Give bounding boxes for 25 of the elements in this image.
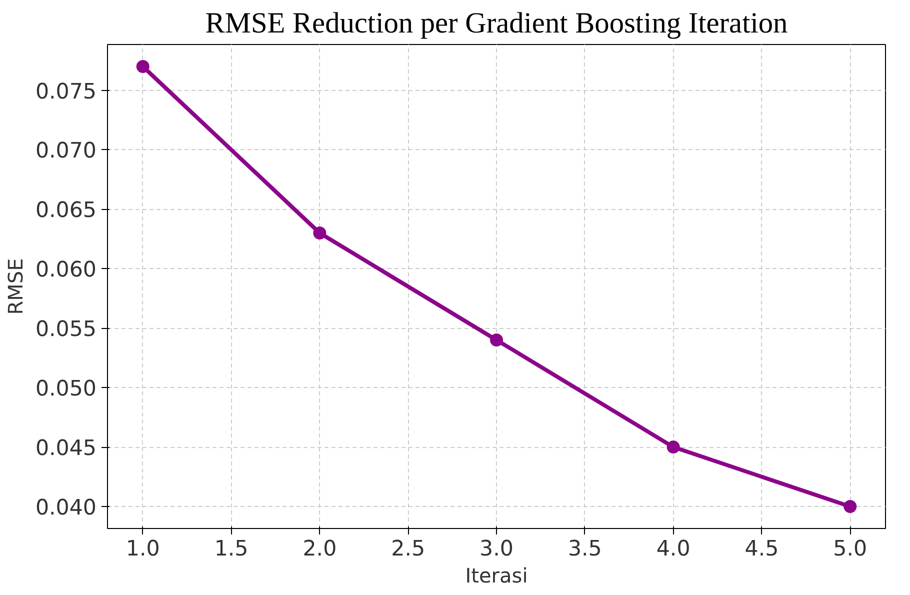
point: [490, 334, 503, 346]
x-tick-label: 3.0: [480, 536, 514, 562]
x-tick-label: 3.5: [568, 536, 602, 562]
x-tick-label: 4.0: [656, 536, 690, 562]
x-tick-label: 1.5: [214, 536, 248, 562]
x-axis-title: Iterasi: [465, 564, 528, 588]
point: [666, 440, 680, 454]
x-tick-label: 5.0: [833, 536, 868, 562]
point: [844, 500, 857, 513]
y-tick-label: 0.045: [35, 436, 97, 462]
y-tick-label: 0.040: [35, 496, 97, 520]
x-tick-label: 2.5: [391, 536, 426, 562]
point: [313, 226, 326, 240]
x-tick-label: 4.5: [744, 536, 779, 562]
y-tick-label: 0.075: [35, 79, 97, 104]
x-tick-label: 2.0: [302, 536, 337, 562]
point: [136, 60, 150, 73]
y-tick-label: 0.055: [35, 317, 97, 342]
y-tick-label: 0.050: [35, 376, 97, 402]
y-tick-label: 0.065: [35, 198, 97, 224]
y-axis-title: RMSE: [3, 258, 28, 315]
chart-title: RMSE Reduction per Gradient Boosting Iteration: [205, 8, 788, 40]
y-tick-label: 0.070: [35, 138, 97, 164]
x-tick-label: 1.0: [126, 536, 160, 562]
y-tick-label: 0.060: [35, 258, 97, 283]
